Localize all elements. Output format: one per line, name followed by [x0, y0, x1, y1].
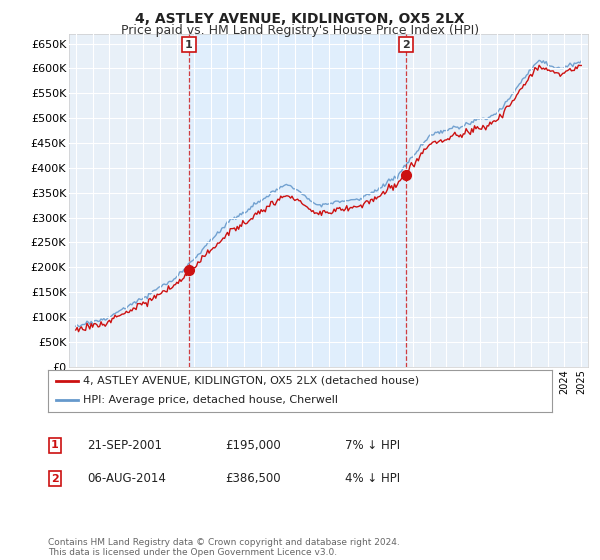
Text: £386,500: £386,500 — [225, 472, 281, 486]
Bar — [189, 34, 406, 367]
Text: 1: 1 — [51, 440, 59, 450]
Text: 4, ASTLEY AVENUE, KIDLINGTON, OX5 2LX: 4, ASTLEY AVENUE, KIDLINGTON, OX5 2LX — [135, 12, 465, 26]
Text: HPI: Average price, detached house, Cherwell: HPI: Average price, detached house, Cher… — [83, 395, 338, 405]
Text: 2: 2 — [51, 474, 59, 484]
Text: Price paid vs. HM Land Registry's House Price Index (HPI): Price paid vs. HM Land Registry's House … — [121, 24, 479, 36]
Text: 2: 2 — [402, 40, 410, 49]
Text: 4, ASTLEY AVENUE, KIDLINGTON, OX5 2LX (detached house): 4, ASTLEY AVENUE, KIDLINGTON, OX5 2LX (d… — [83, 376, 419, 386]
Text: 7% ↓ HPI: 7% ↓ HPI — [345, 438, 400, 452]
Text: 21-SEP-2001: 21-SEP-2001 — [87, 438, 162, 452]
Text: Contains HM Land Registry data © Crown copyright and database right 2024.
This d: Contains HM Land Registry data © Crown c… — [48, 538, 400, 557]
Text: 1: 1 — [185, 40, 193, 49]
Text: 06-AUG-2014: 06-AUG-2014 — [87, 472, 166, 486]
Text: 4% ↓ HPI: 4% ↓ HPI — [345, 472, 400, 486]
Text: £195,000: £195,000 — [225, 438, 281, 452]
